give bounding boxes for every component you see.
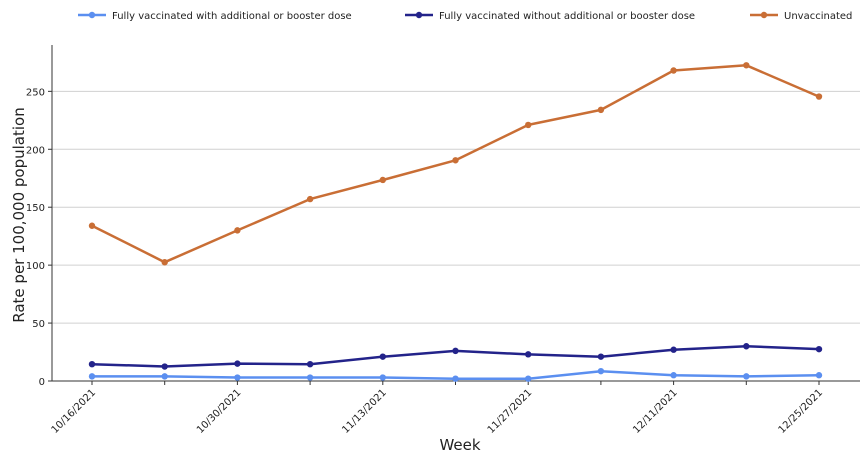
y-tick-label: 100 [26, 261, 45, 272]
gridlines [52, 90, 860, 324]
data-point [306, 195, 314, 203]
data-point [815, 93, 823, 100]
data-point [597, 367, 605, 375]
x-tick-label: 12/11/2021 [631, 387, 680, 436]
x-tick-label: 10/30/2021 [195, 387, 244, 436]
y-tick-label: 0 [39, 377, 45, 388]
legend: Fully vaccinated with additional or boos… [78, 11, 852, 22]
data-point [743, 343, 750, 350]
data-point [379, 374, 386, 381]
data-point [161, 363, 168, 370]
x-axis-title: Week [439, 436, 480, 454]
data-point [161, 259, 168, 266]
data-point [670, 346, 677, 353]
legend-swatch-point [88, 11, 96, 19]
legend-label: Unvaccinated [784, 11, 852, 22]
legend-swatch-point [415, 11, 423, 19]
series-2 [88, 62, 823, 266]
data-point [815, 372, 823, 379]
legend-label: Fully vaccinated with additional or boos… [112, 11, 352, 22]
data-point [379, 176, 386, 184]
y-tick-label: 200 [26, 145, 45, 156]
data-point [670, 67, 677, 74]
x-tick-label: 11/27/2021 [486, 387, 535, 436]
data-point [525, 375, 532, 382]
data-point [234, 360, 241, 367]
y-tick-label: 250 [26, 87, 45, 98]
data-point [670, 372, 677, 379]
data-point [743, 373, 750, 380]
x-tick-label: 11/13/2021 [340, 387, 389, 436]
data-point [161, 373, 168, 380]
data-point [379, 353, 386, 360]
data-point [525, 351, 532, 358]
data-point [743, 62, 750, 69]
data-point [815, 345, 823, 353]
x-tick-label: 10/16/2021 [50, 387, 99, 436]
y-tick-label: 150 [26, 203, 45, 214]
data-point [88, 222, 96, 229]
legend-label: Fully vaccinated without additional or b… [439, 11, 695, 22]
legend-item: Fully vaccinated without additional or b… [405, 11, 695, 22]
data-point [306, 374, 314, 381]
x-tick-label: 12/25/2021 [777, 387, 826, 436]
data-point [452, 157, 459, 164]
data-point [525, 121, 532, 129]
data-point [88, 373, 96, 380]
legend-item: Unvaccinated [750, 11, 852, 22]
data-point [597, 353, 605, 360]
series-1 [88, 343, 823, 370]
data-point [306, 361, 314, 368]
data-point [234, 374, 241, 381]
data-point [452, 375, 459, 382]
series-0 [88, 367, 823, 382]
legend-item: Fully vaccinated with additional or boos… [78, 11, 352, 22]
series-line [91, 64, 820, 264]
y-tick-label: 50 [32, 319, 45, 330]
data-point [88, 361, 96, 368]
data-point [452, 347, 459, 355]
legend-swatch-point [760, 11, 768, 19]
series-layer [88, 62, 823, 382]
data-point [597, 106, 605, 114]
y-axis-title: Rate per 100,000 population [10, 107, 28, 322]
data-point [234, 227, 241, 234]
